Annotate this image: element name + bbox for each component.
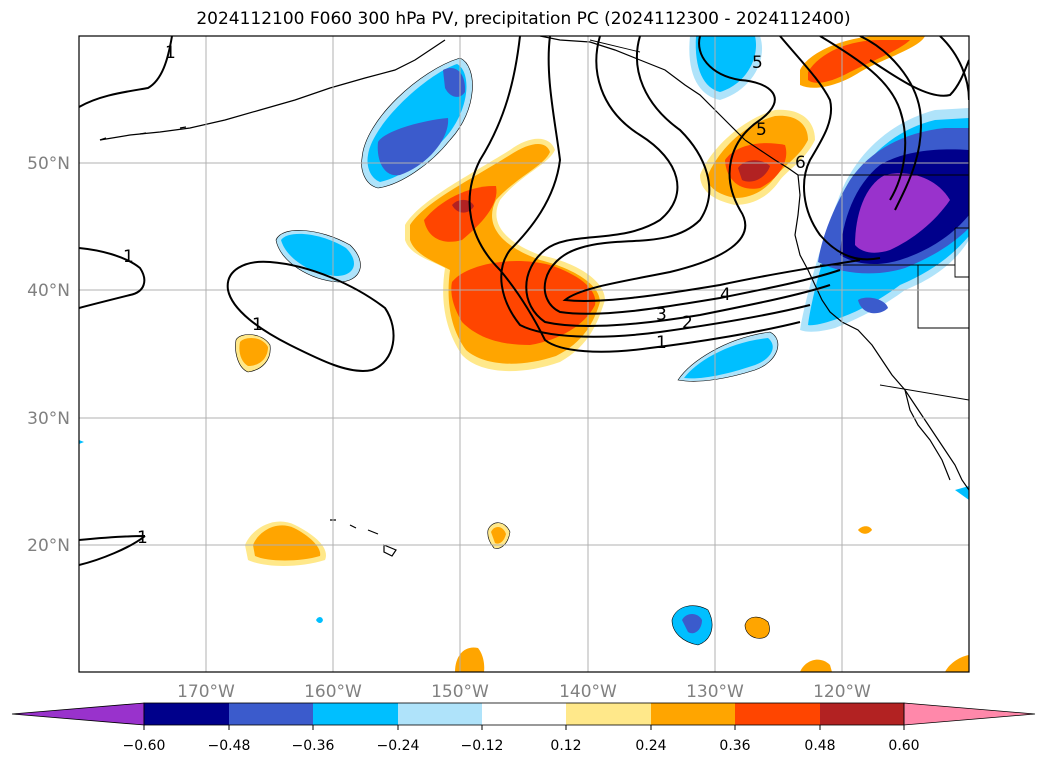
lon-label-130w: 130°W (686, 682, 744, 702)
colorbar-bin (820, 703, 904, 725)
colorbar-bin (398, 703, 482, 725)
colorbar: −0.60 −0.48 −0.36 −0.24 −0.12 0.12 0.24 … (11, 702, 1036, 754)
colorbar-tick-label: 0.48 (804, 738, 835, 754)
colorbar-tick-label: −0.36 (292, 738, 335, 754)
precip-neg-north-pacific-mid (281, 233, 355, 276)
pv-contour-labels: 1 1 1 1 1 2 3 4 5 5 6 (123, 43, 806, 548)
us-state-border-2 (917, 265, 969, 329)
colorbar-tick-label: 0.36 (719, 738, 750, 754)
baja-coast (904, 389, 951, 481)
lon-label-170w: 170°W (177, 682, 235, 702)
precip-neg-west-edge (79, 440, 84, 444)
contour-label: 1 (165, 43, 176, 63)
colorbar-tick-label: 0.60 (888, 738, 919, 754)
contour-label: 5 (756, 120, 767, 140)
colorbar-tick-label: 0.12 (550, 738, 581, 754)
precip-pos-main-5 (452, 199, 474, 213)
pv-contour-1-west (79, 247, 146, 309)
pv-contour-5-main (562, 36, 861, 302)
contour-label: 1 (137, 528, 148, 548)
precip-neg-bc-north-mid (695, 36, 757, 92)
map-border (78, 35, 970, 673)
lon-label-160w: 160°W (304, 682, 362, 702)
bc-coast (744, 139, 799, 176)
alaska-south-coast (539, 36, 746, 141)
precip-pos-south-4 (945, 655, 969, 672)
precip-neg-baja-tip (955, 486, 969, 500)
lon-label-150w: 150°W (431, 682, 489, 702)
chart-title: 2024112100 F060 300 hPa PV, precipitatio… (196, 9, 851, 29)
pv-contour-1-south (79, 535, 146, 566)
precip-neg-offshore-ca-mid (684, 338, 773, 379)
pv-contour-ne (869, 59, 969, 97)
contour-label: 5 (752, 53, 763, 73)
colorbar-bin (229, 703, 313, 725)
precip-pos-baja-small (858, 526, 872, 534)
contour-label: 2 (682, 313, 693, 333)
colorbar-frame (143, 702, 905, 726)
colorbar-tick-label: −0.60 (123, 738, 166, 754)
colorbar-tick-label: −0.12 (461, 738, 504, 754)
contour-label: 6 (795, 153, 806, 173)
lat-axis-labels: 50°N 40°N 30°N 20°N (27, 154, 70, 556)
pv-contour-2-main (500, 36, 811, 338)
precip-pos-south-3 (800, 659, 832, 672)
colorbar-extend-low (11, 702, 145, 726)
contour-label: 1 (656, 333, 667, 353)
pv-contour-1-main (468, 36, 801, 353)
colorbar-bin (482, 703, 566, 725)
precip-neg-west-us-5 (855, 173, 950, 253)
alaska-peninsula-coast (99, 39, 446, 141)
precip-neg-gulf-alaska-core (377, 118, 449, 176)
precip-pos-south-1 (455, 647, 485, 672)
precip-pos-small-1-mid (491, 526, 506, 544)
precipitation-positive-anomalies (235, 36, 969, 672)
lat-label-50n: 50°N (27, 154, 70, 174)
precip-pos-hawaii-north-mid (253, 525, 321, 561)
colorbar-ticks (143, 725, 905, 730)
colorbar-bin (566, 703, 651, 725)
pv-contour-6-main (779, 36, 881, 261)
lat-label-30n: 30°N (27, 409, 70, 429)
precip-pos-south-2 (744, 616, 770, 639)
contour-label: 3 (656, 305, 667, 325)
colorbar-tick-label: 0.24 (635, 738, 666, 754)
pv-contour-outer-east (819, 36, 907, 201)
contour-label: 1 (123, 247, 134, 267)
colorbar-bin (144, 703, 229, 725)
pv-contour-3-main (525, 36, 831, 327)
us-state-border-3 (954, 227, 969, 278)
precip-neg-hawaii-dot (316, 617, 323, 623)
colorbar-bin (313, 703, 398, 725)
aleutian-islands (99, 126, 187, 141)
colorbar-extend-high (903, 702, 1036, 726)
precip-neg-tropical-east-core (682, 614, 702, 634)
colorbar-bin (735, 703, 820, 725)
lon-label-140w: 140°W (559, 682, 617, 702)
lat-label-40n: 40°N (27, 281, 70, 301)
pv-contours (79, 36, 969, 566)
pv-contour-1-west-nw (79, 36, 173, 108)
pv-contour-4-main (543, 36, 841, 315)
contour-label: 4 (720, 285, 731, 305)
colorbar-bin (651, 703, 735, 725)
precip-pos-sw-blob-mid (239, 337, 268, 366)
lon-label-120w: 120°W (813, 682, 871, 702)
colorbar-tick-label: −0.24 (377, 738, 420, 754)
precip-pos-bc-coast-4 (738, 160, 770, 182)
lat-label-20n: 20°N (27, 536, 70, 556)
precip-neg-west-us-6 (858, 297, 888, 314)
contour-label: 1 (252, 315, 263, 335)
pv-contour-1-loop (226, 260, 395, 372)
pv-contour-inner-east (859, 36, 922, 211)
lon-axis-labels: 170°W 160°W 150°W 140°W 130°W 120°W (177, 682, 871, 702)
colorbar-tick-label: −0.48 (208, 738, 251, 754)
us-mexico-border (879, 384, 969, 401)
graticule (79, 36, 969, 672)
us-west-coast (794, 174, 969, 491)
